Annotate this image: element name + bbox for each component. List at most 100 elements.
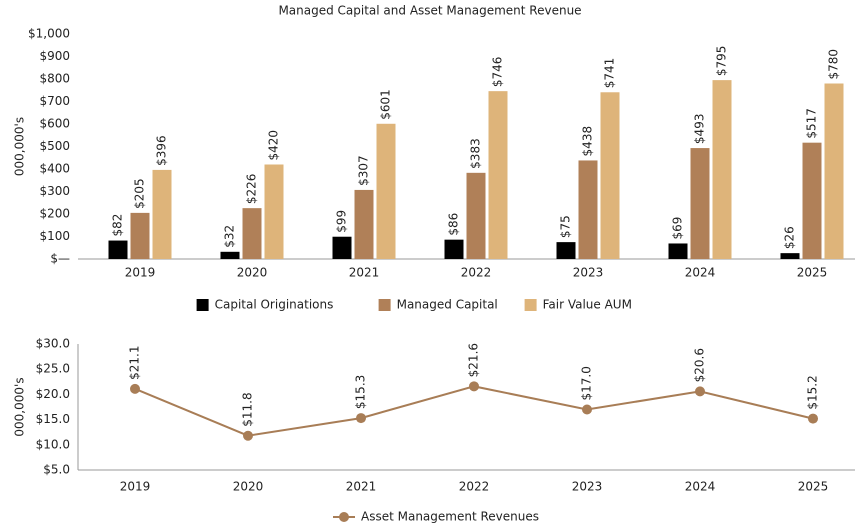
legend-swatch xyxy=(196,299,209,311)
value-label: $11.8 xyxy=(241,392,255,426)
value-label: $396 xyxy=(155,135,169,166)
y-tick-label: $30.0 xyxy=(36,337,70,351)
legend-label: Managed Capital xyxy=(397,298,498,312)
marker xyxy=(356,413,366,424)
bar xyxy=(712,80,732,259)
x-tick-label: 2024 xyxy=(685,266,716,280)
line xyxy=(134,385,814,437)
bar xyxy=(264,164,284,259)
y-tick-label: $1,000 xyxy=(28,27,70,41)
legend-label: Fair Value AUM xyxy=(543,298,632,312)
marker xyxy=(695,386,705,397)
value-label: $383 xyxy=(469,138,483,169)
x-tick-label: 2022 xyxy=(459,480,490,494)
y-tick-label: $600 xyxy=(39,117,70,131)
value-label: $99 xyxy=(335,210,349,233)
x-tick-label: 2020 xyxy=(233,480,264,494)
value-label: $21.6 xyxy=(467,343,481,377)
value-label: $307 xyxy=(357,155,371,186)
bar xyxy=(152,169,172,259)
x-tick-label: 2021 xyxy=(349,266,380,280)
value-label: $493 xyxy=(693,114,707,145)
marker xyxy=(243,430,253,441)
x-tick-label: 2025 xyxy=(798,480,829,494)
chart-title: Managed Capital and Asset Management Rev… xyxy=(278,4,581,18)
x-tick-label: 2022 xyxy=(461,266,492,280)
y-tick-label: $700 xyxy=(39,94,70,108)
value-label: $438 xyxy=(581,126,595,157)
y-tick-label: $15.0 xyxy=(36,412,70,426)
value-label: $26 xyxy=(783,226,797,249)
y-tick-label: $400 xyxy=(39,162,70,176)
value-label: $17.0 xyxy=(580,366,594,400)
bar xyxy=(108,240,128,259)
bar xyxy=(824,83,844,259)
x-tick-label: 2019 xyxy=(125,266,156,280)
value-label: $601 xyxy=(379,89,393,120)
value-label: $226 xyxy=(245,174,259,205)
y-tick-label: $200 xyxy=(39,207,70,221)
y-tick-label: $300 xyxy=(39,184,70,198)
bar xyxy=(668,243,688,259)
value-label: $82 xyxy=(111,214,125,237)
value-label: $32 xyxy=(223,225,237,248)
x-tick-label: 2024 xyxy=(685,480,716,494)
value-label: $795 xyxy=(715,46,729,77)
value-label: $86 xyxy=(447,213,461,236)
marker xyxy=(808,413,818,424)
legend-marker xyxy=(339,512,349,522)
legend-swatch xyxy=(378,299,391,311)
x-tick-label: 2021 xyxy=(346,480,377,494)
marker xyxy=(582,404,592,415)
bar xyxy=(376,123,396,260)
bar xyxy=(556,242,576,259)
value-label: $75 xyxy=(559,215,573,238)
x-tick-label: 2023 xyxy=(572,480,603,494)
value-label: $205 xyxy=(133,178,147,209)
bar xyxy=(488,91,508,260)
bar xyxy=(690,148,710,259)
bar xyxy=(444,239,464,259)
y-tick-label: $25.0 xyxy=(36,362,70,376)
legend-swatch xyxy=(524,299,537,311)
x-tick-label: 2020 xyxy=(237,266,268,280)
y-tick-label: $10.0 xyxy=(36,437,70,451)
bar xyxy=(466,172,486,259)
bar xyxy=(332,236,352,259)
y-tick-label: $900 xyxy=(39,49,70,63)
value-label: $15.2 xyxy=(806,375,820,409)
legend-label: Asset Management Revenues xyxy=(361,510,539,524)
bar xyxy=(242,208,262,259)
value-label: $741 xyxy=(603,58,617,89)
y-axis-label: 000,000's xyxy=(13,117,27,176)
y-axis-label: 000,000's xyxy=(13,377,27,436)
y-tick-label: $20.0 xyxy=(36,387,70,401)
value-label: $420 xyxy=(267,130,281,161)
y-tick-label: $100 xyxy=(39,229,70,243)
bar xyxy=(780,253,800,259)
bar xyxy=(130,212,150,259)
x-tick-label: 2025 xyxy=(797,266,828,280)
value-label: $746 xyxy=(491,57,505,88)
y-tick-label: $5.0 xyxy=(43,463,70,477)
x-tick-label: 2019 xyxy=(120,480,151,494)
x-tick-label: 2023 xyxy=(573,266,604,280)
marker xyxy=(130,383,140,394)
value-label: $517 xyxy=(805,108,819,139)
bar xyxy=(354,189,374,259)
legend-label: Capital Originations xyxy=(215,298,334,312)
y-tick-label: $— xyxy=(50,252,70,266)
y-tick-label: $500 xyxy=(39,139,70,153)
value-label: $21.1 xyxy=(128,345,142,379)
value-label: $69 xyxy=(671,217,685,240)
bar xyxy=(578,160,598,259)
bar xyxy=(600,92,620,260)
value-label: $20.6 xyxy=(693,348,707,382)
bar xyxy=(802,142,822,259)
bar xyxy=(220,251,240,259)
value-label: $780 xyxy=(827,49,841,80)
value-label: $15.3 xyxy=(354,375,368,409)
marker xyxy=(469,381,479,392)
y-tick-label: $800 xyxy=(39,72,70,86)
